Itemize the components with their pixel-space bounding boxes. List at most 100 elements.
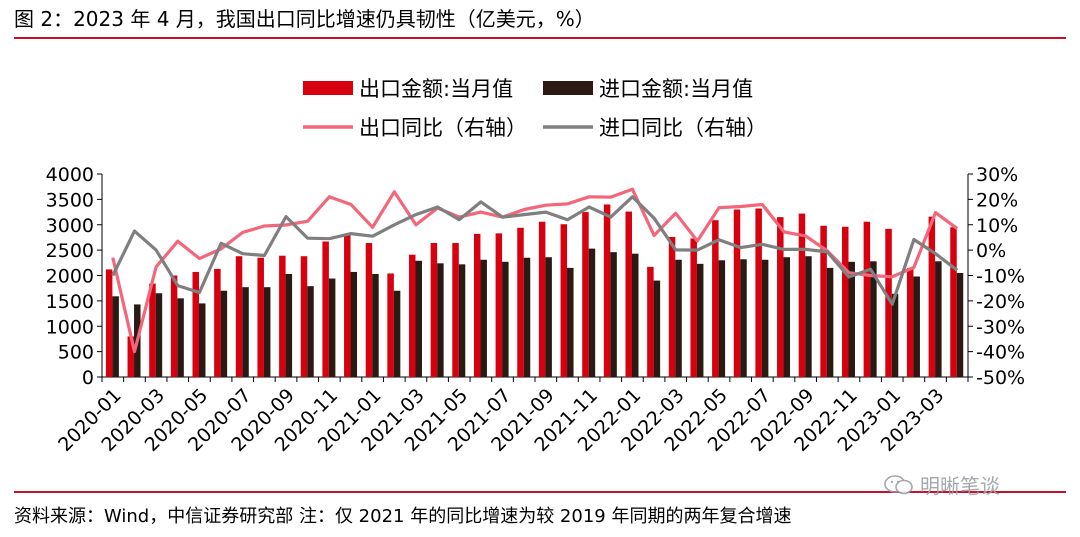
import-bar xyxy=(870,261,877,377)
export-bar xyxy=(777,217,784,377)
import-bar xyxy=(913,276,920,377)
export-bar xyxy=(647,266,654,377)
export-yoy-line xyxy=(111,187,959,354)
left-tick-label: 3500 xyxy=(46,189,94,211)
left-tick-label: 0 xyxy=(82,367,94,389)
right-tick-label: 20% xyxy=(976,189,1018,211)
import-bar xyxy=(610,252,617,377)
left-tick-label: 1500 xyxy=(46,291,94,313)
right-tick-label: -20% xyxy=(976,291,1025,313)
import-bar xyxy=(588,248,596,377)
export-bar xyxy=(560,224,568,377)
right-tick-label: -40% xyxy=(976,342,1025,364)
export-bar xyxy=(452,243,459,377)
import-bar xyxy=(783,257,791,377)
import-bar xyxy=(220,290,228,377)
export-bar xyxy=(214,268,221,377)
export-bar xyxy=(430,243,438,377)
export-bar xyxy=(712,220,719,377)
export-bar xyxy=(127,336,135,377)
import-bar xyxy=(198,303,206,377)
export-bar xyxy=(473,233,481,377)
import-bar xyxy=(458,264,466,377)
export-bar xyxy=(755,208,762,377)
source-note: 资料来源：Wind，中信证券研究部 注：仅 2021 年的同比增速为较 2019… xyxy=(14,506,792,527)
left-tick-label: 1000 xyxy=(46,316,94,338)
import-bar xyxy=(653,280,661,377)
export-bar xyxy=(279,255,286,377)
import-bar xyxy=(242,287,249,377)
wechat-icon xyxy=(884,474,913,494)
left-tick-label: 2000 xyxy=(46,266,94,288)
legend-export-amount: 出口金额:当月值 xyxy=(303,77,513,101)
export-bar xyxy=(517,227,524,377)
import-yoy-line xyxy=(111,195,959,306)
export-bar xyxy=(192,271,199,377)
import-bar xyxy=(891,293,899,377)
import-bar xyxy=(177,298,184,377)
export-bar xyxy=(733,209,741,377)
export-bar xyxy=(950,227,957,377)
legend-swatch xyxy=(303,81,353,95)
legend-export-yoy: 出口同比（右轴） xyxy=(303,116,527,140)
import-bar xyxy=(956,272,964,377)
export-bar xyxy=(885,228,892,377)
import-bar xyxy=(545,257,552,377)
import-bar xyxy=(112,296,119,377)
export-bar xyxy=(387,273,394,377)
import-bar xyxy=(631,253,639,377)
import-bar xyxy=(761,259,769,377)
export-bar xyxy=(690,238,697,377)
right-tick-label: -10% xyxy=(976,266,1025,288)
export-bar xyxy=(257,257,264,377)
import-bar xyxy=(437,263,444,377)
export-bar xyxy=(625,211,632,377)
export-bar xyxy=(344,233,351,377)
import-bar xyxy=(567,267,574,377)
left-tick-label: 2500 xyxy=(46,240,94,262)
export-bar xyxy=(603,204,611,377)
import-bar xyxy=(740,259,747,377)
top-rule xyxy=(14,37,1066,39)
import-bar xyxy=(935,261,942,377)
import-bar xyxy=(696,263,704,377)
export-bar xyxy=(105,269,113,377)
export-bar xyxy=(798,213,806,377)
export-bar xyxy=(928,216,936,377)
export-bar xyxy=(235,256,243,377)
legend-label: 进口金额:当月值 xyxy=(599,77,753,101)
right-tick-label: 0% xyxy=(976,240,1006,262)
export-bar xyxy=(906,267,914,377)
left-tick-label: 3000 xyxy=(46,215,94,237)
import-bar xyxy=(372,273,379,377)
import-bar xyxy=(155,293,163,377)
line-series-group xyxy=(111,187,959,354)
import-bar xyxy=(328,278,336,377)
left-tick-label: 4000 xyxy=(46,164,94,186)
legend-import-yoy: 进口同比（右轴） xyxy=(543,116,767,140)
watermark-text: 明晰笔谈 xyxy=(920,474,1000,498)
import-bar xyxy=(393,290,401,377)
import-bar xyxy=(805,256,812,377)
watermark: 明晰笔谈 xyxy=(884,470,1000,499)
legend-label: 出口同比（右轴） xyxy=(359,116,527,140)
import-bar xyxy=(415,260,422,377)
right-tick-label: -50% xyxy=(976,367,1025,389)
import-bar xyxy=(675,259,682,377)
import-bar xyxy=(523,257,531,377)
import-bar xyxy=(826,267,834,377)
export-bar xyxy=(170,275,178,377)
export-bar xyxy=(582,212,589,377)
import-bar xyxy=(307,286,314,377)
export-bar xyxy=(538,221,546,377)
right-tick-label: 10% xyxy=(976,215,1018,237)
bottom-rule xyxy=(14,491,1066,493)
export-bar xyxy=(300,256,308,377)
legend-label: 出口金额:当月值 xyxy=(359,77,513,101)
export-bar xyxy=(495,233,503,377)
import-bar xyxy=(263,287,271,377)
left-tick-label: 500 xyxy=(58,342,94,364)
right-tick-label: 30% xyxy=(976,164,1018,186)
